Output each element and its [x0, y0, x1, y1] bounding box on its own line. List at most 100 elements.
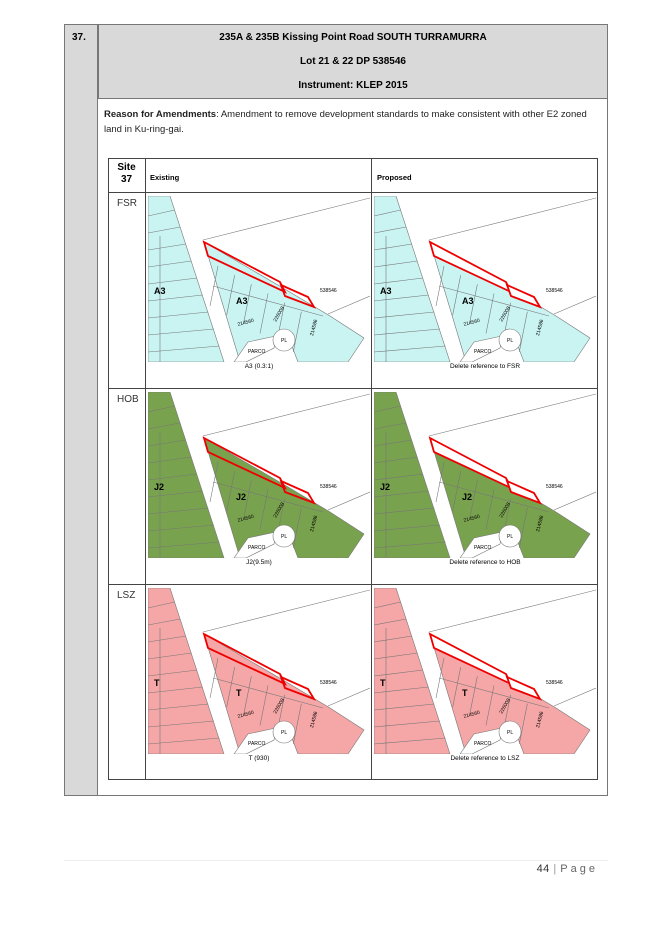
parcel-line	[148, 669, 198, 677]
map-caption: Delete reference to FSR	[449, 363, 521, 370]
parcel-line	[293, 703, 302, 744]
parcel-line	[374, 439, 412, 447]
red-outline	[279, 675, 317, 701]
row-line	[108, 584, 598, 585]
parcel-line	[148, 490, 203, 498]
site-header: Site 37	[108, 162, 145, 186]
zone-label: J2	[154, 482, 164, 492]
boundary	[202, 197, 370, 241]
parcel-line	[469, 676, 478, 717]
parcel-line	[374, 507, 435, 515]
lot-label: 538546	[546, 680, 563, 686]
road-label: PARCO	[474, 545, 492, 551]
lot-label: 214560	[463, 514, 481, 524]
red-outline	[505, 283, 543, 309]
parcel-line	[148, 507, 209, 515]
parcel-line	[374, 635, 412, 643]
lot-label: 214586	[309, 711, 319, 729]
zone-label: A3	[462, 296, 474, 306]
zone-label: T	[380, 678, 386, 688]
site-table	[108, 158, 598, 780]
parcel-line	[148, 720, 214, 728]
parcel-line	[226, 275, 235, 316]
parcel-line	[148, 601, 175, 609]
parcel-line	[485, 293, 495, 334]
parcel-line	[374, 618, 407, 626]
lot-label: 214560	[237, 514, 255, 524]
map-caption: A3 (0.3:1)	[244, 363, 274, 370]
boundary	[428, 589, 596, 633]
lot-label: 538546	[320, 680, 337, 686]
row-line	[108, 192, 598, 193]
parcel-line	[148, 422, 181, 430]
parcel-line	[148, 703, 209, 711]
parcel-line	[374, 524, 440, 532]
road-label: PL	[507, 534, 513, 540]
boundary	[202, 589, 370, 633]
parcel-line	[212, 285, 324, 317]
parcel-line	[374, 703, 435, 711]
zone-area	[374, 392, 451, 558]
map-caption: Delete reference to HOB	[449, 559, 521, 566]
parcel-line	[374, 277, 424, 285]
parcel-line	[438, 285, 550, 317]
boundary	[428, 393, 596, 437]
road-label: PL	[507, 338, 513, 344]
title: 235A & 235B Kissing Point Road SOUTH TUR…	[219, 32, 487, 43]
row-name: LSZ	[117, 590, 136, 601]
parcel-line	[148, 618, 181, 626]
parcel-line	[374, 720, 440, 728]
lot-label: 538546	[320, 288, 337, 294]
lot-label: 214560	[237, 318, 255, 328]
parcel-line	[519, 703, 528, 744]
parcel-line	[485, 685, 495, 726]
zone-area	[148, 392, 225, 558]
road-label: PL	[281, 534, 287, 540]
separator: |	[553, 863, 557, 875]
reason-label: Reason for Amendments	[104, 109, 217, 120]
lot-label: 214586	[535, 711, 545, 729]
road-label: PARCO	[474, 349, 492, 355]
zone-label: J2	[380, 482, 390, 492]
parcel-line	[148, 328, 214, 336]
page-number: 44	[536, 863, 550, 875]
boundary	[553, 491, 596, 511]
red-outline	[279, 283, 317, 309]
lot-label: 214560	[463, 710, 481, 720]
parcel-line	[293, 507, 302, 548]
reason-text: : Amendment to remove development standa…	[104, 109, 587, 135]
parcel-line	[148, 277, 198, 285]
zone-label: T	[236, 688, 242, 698]
parcel-line	[374, 294, 429, 302]
parcel-line	[519, 507, 528, 548]
lot-label: 214560	[463, 318, 481, 328]
parcel-line	[374, 328, 440, 336]
cul-de-sac	[272, 720, 296, 744]
parcel-line	[148, 456, 192, 464]
parcel-line	[374, 226, 407, 234]
zone-label: J2	[462, 492, 472, 502]
boundary	[202, 393, 370, 437]
parcel-line	[374, 652, 418, 660]
road-label: PL	[281, 730, 287, 736]
cul-de-sac	[498, 524, 522, 548]
parcel-line	[374, 601, 401, 609]
existing-header: Existing	[150, 173, 180, 182]
parcel-line	[148, 226, 181, 234]
parcel-line	[438, 481, 550, 513]
parcel-line	[374, 260, 418, 268]
road-label: PARCO	[248, 349, 266, 355]
zone-area	[148, 588, 225, 754]
parcel-line	[212, 481, 324, 513]
footer-line	[64, 860, 608, 861]
parcel-line	[374, 405, 401, 413]
parcel-line	[226, 471, 235, 512]
col-line	[371, 158, 372, 780]
parcel-line	[519, 311, 528, 352]
parcel-line	[148, 260, 192, 268]
number-cell	[64, 24, 98, 796]
parcel-line	[148, 473, 198, 481]
parcel-line	[148, 243, 186, 251]
